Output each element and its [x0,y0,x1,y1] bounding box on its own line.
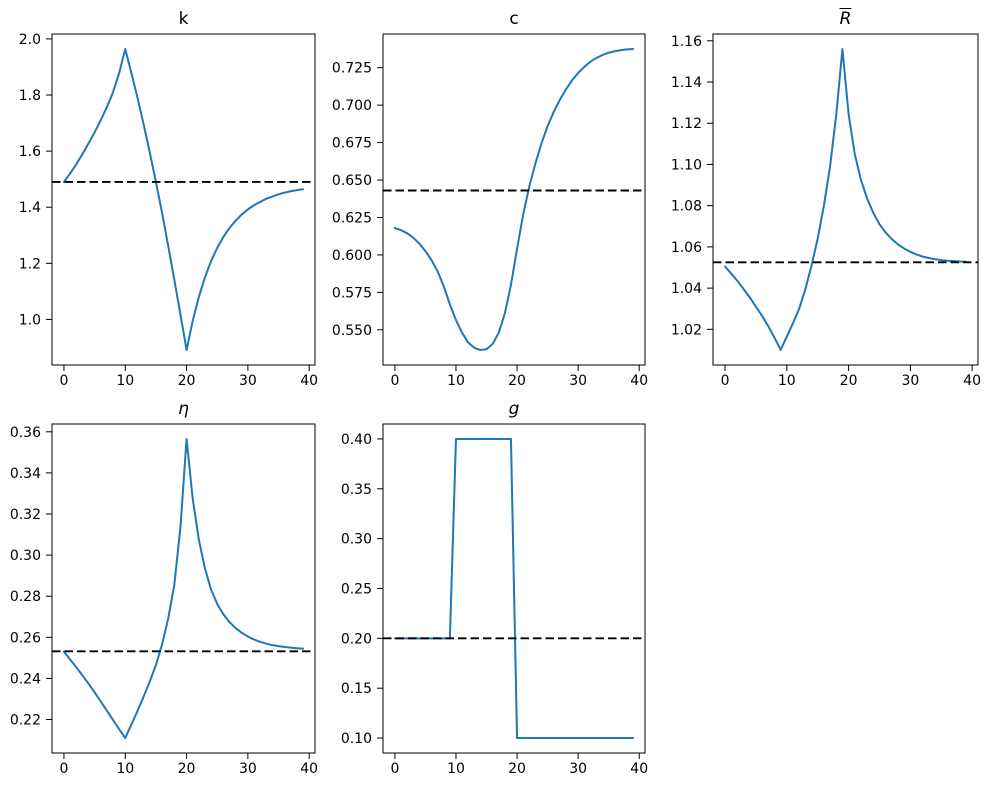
subplot-rbar-title: R [839,9,852,29]
subplot-c-title: c [509,9,519,29]
x-tick-label: 0 [59,373,68,389]
y-tick-label: 0.22 [10,713,41,729]
x-tick-label: 40 [630,373,648,389]
x-tick-label: 10 [447,373,465,389]
y-tick-label: 1.16 [671,34,702,50]
y-tick-label: 1.06 [671,240,702,256]
y-tick-label: 0.575 [332,285,372,301]
x-tick-label: 0 [59,761,68,777]
y-tick-label: 0.35 [341,482,372,498]
x-tick-label: 10 [116,373,134,389]
y-tick-label: 0.725 [332,61,372,77]
subplot-g-title: g [508,399,520,419]
y-tick-label: 0.25 [341,582,372,598]
y-tick-label: 0.34 [10,466,41,482]
y-tick-label: 1.14 [671,75,702,91]
y-tick-label: 1.08 [671,199,702,215]
x-tick-label: 30 [901,373,919,389]
y-tick-label: 1.2 [19,256,41,272]
series-line-c [393,47,635,352]
y-tick-label: 1.04 [671,281,702,297]
x-tick-label: 40 [963,373,981,389]
x-tick-label: 20 [840,373,858,389]
y-tick-label: 0.32 [10,507,41,523]
y-tick-label: 1.6 [19,144,41,160]
x-tick-label: 30 [569,761,587,777]
series-line-eta [62,438,305,739]
y-tick-label: 0.675 [332,136,372,152]
y-tick-label: 1.10 [671,157,702,173]
y-tick-label: 0.600 [332,248,372,264]
x-tick-label: 20 [508,373,526,389]
x-tick-label: 10 [116,761,134,777]
x-tick-label: 40 [300,373,318,389]
y-tick-label: 0.550 [332,323,372,339]
x-tick-label: 30 [569,373,587,389]
subplot-R_bar-axes: 1.02 1.04 1.06 1.08 1.10 1.12 1.14 1.16 0 10 20 30 4… [671,33,981,389]
y-tick-label: 0.700 [332,98,372,114]
y-tick-label: 0.30 [341,532,372,548]
x-tick-label: 30 [239,761,257,777]
y-tick-label: 1.0 [19,312,41,328]
x-tick-label: 40 [300,761,318,777]
x-tick-label: 20 [178,761,196,777]
y-tick-label: 1.12 [671,116,702,132]
x-tick-label: 10 [778,373,796,389]
x-tick-label: 20 [508,761,526,777]
y-tick-label: 0.26 [10,630,41,646]
series-line-k [62,48,305,351]
y-tick-label: 0.28 [10,589,41,605]
y-tick-label: 0.40 [341,432,372,448]
y-tick-label: 0.20 [341,631,372,647]
y-tick-label: 1.4 [19,200,41,216]
x-tick-label: 0 [390,373,399,389]
axes-frame-R_bar [712,33,979,366]
x-tick-label: 0 [721,373,730,389]
x-tick-label: 40 [630,761,648,777]
y-tick-label: 1.8 [19,88,41,104]
subplot-g-axes: 0.10 0.15 0.20 0.25 0.30 0.35 0.40 0 10 20 30 40 [341,423,648,777]
axes-frame-c [382,33,646,366]
x-tick-label: 30 [239,373,257,389]
subplot-eta-title: η [178,399,189,419]
y-tick-label: 0.15 [341,681,372,697]
y-tick-label: 0.30 [10,548,41,564]
subplot-eta-axes: 0.22 0.24 0.26 0.28 0.30 0.32 0.34 0.36 0 10 20 30 4… [10,423,318,777]
subplot-k-axes: 1.0 1.2 1.4 1.6 1.8 2.0 0 10 20 30 40 [19,32,318,389]
y-tick-label: 0.24 [10,671,41,687]
y-tick-label: 1.02 [671,322,702,338]
x-tick-label: 20 [178,373,196,389]
subplot-k-title: k [178,9,189,29]
series-line-g [393,437,635,740]
subplot-c-axes: 0.550 0.575 0.600 0.625 0.650 0.675 0.700 0.725… [332,33,648,389]
y-tick-label: 0.36 [10,425,41,441]
y-tick-label: 0.10 [341,731,372,747]
x-tick-label: 0 [390,761,399,777]
y-tick-label: 0.625 [332,210,372,226]
y-tick-label: 0.650 [332,173,372,189]
axes-frame-k [51,33,316,366]
y-tick-label: 2.0 [19,32,41,48]
x-tick-label: 10 [447,761,465,777]
series-line-R_bar [724,48,967,351]
axes-frame-eta [51,423,316,754]
